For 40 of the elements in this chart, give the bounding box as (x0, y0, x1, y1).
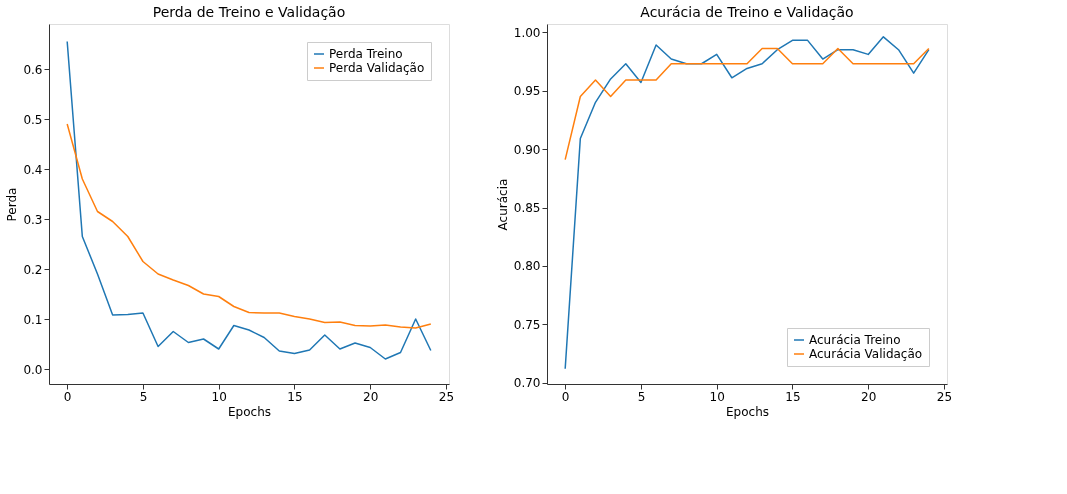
x-tick-label: 10 (709, 389, 725, 404)
y-tick-label: 0.4 (23, 162, 43, 177)
y-tick-label: 0.6 (23, 62, 43, 77)
y-tick-label: 0.5 (23, 112, 43, 127)
x-tick-label: 15 (287, 389, 303, 404)
x-tick-label: 25 (438, 389, 455, 404)
legend-label: Perda Validação (329, 61, 425, 75)
y-tick-label: 0.75 (513, 317, 541, 332)
y-tick-label: 0.70 (513, 376, 541, 391)
legend-label: Acurácia Validação (809, 347, 923, 361)
y-tick-label: 0.0 (23, 362, 43, 377)
y-tick-label: 0.95 (513, 84, 541, 99)
y-tick-label: 0.1 (23, 312, 43, 327)
legend-label: Perda Treino (329, 47, 403, 61)
x-tick-label: 10 (211, 389, 227, 404)
line-series (66, 40, 432, 360)
y-tick-label: 0.85 (513, 201, 541, 216)
x-axis-title: Epochs (228, 404, 271, 419)
line-series (564, 36, 930, 370)
x-tick-label: 5 (637, 389, 646, 404)
y-axis-title: Perda (5, 187, 20, 222)
y-tick-label: 0.80 (513, 259, 541, 274)
x-axis-title: Epochs (726, 404, 769, 419)
x-tick-label: 20 (861, 389, 877, 404)
x-tick-label: 20 (363, 389, 379, 404)
x-tick-label: 0 (561, 389, 570, 404)
x-tick-label: 25 (936, 389, 953, 404)
chart-title: Acurácia de Treino e Validação (640, 4, 854, 20)
chart-title: Perda de Treino e Validação (152, 4, 346, 20)
y-axis-title: Acurácia (495, 178, 510, 231)
line-series (564, 47, 930, 161)
line-series (66, 123, 432, 329)
y-tick-label: 1.00 (513, 25, 541, 40)
y-tick-label: 0.90 (513, 142, 541, 157)
x-tick-label: 0 (63, 389, 72, 404)
x-tick-label: 5 (139, 389, 148, 404)
legend-label: Acurácia Treino (809, 333, 901, 347)
y-tick-label: 0.3 (23, 212, 43, 227)
y-tick-label: 0.2 (23, 262, 43, 277)
x-tick-label: 15 (785, 389, 801, 404)
